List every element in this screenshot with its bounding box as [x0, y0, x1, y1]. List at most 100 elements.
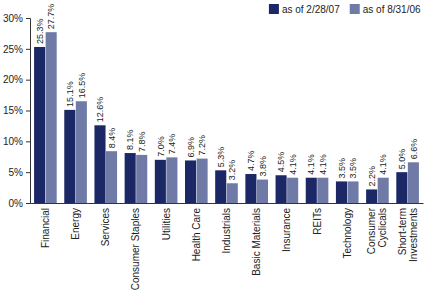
legend-entry: as of 8/31/06: [350, 4, 421, 15]
y-tick-label: 0%: [9, 198, 24, 209]
x-tick-label: Consumer Staples: [130, 208, 141, 290]
data-label: 7.2%: [197, 135, 207, 156]
legend: as of 2/28/07 as of 8/31/06: [269, 4, 421, 15]
data-label: 7.0%: [156, 136, 166, 157]
x-tick-label: Health Care: [191, 208, 202, 262]
bar: [378, 178, 389, 203]
data-label: 4.1%: [378, 154, 388, 175]
x-tick-label: Technology: [342, 208, 353, 259]
data-label: 6.6%: [409, 139, 419, 160]
legend-label: as of 2/28/07: [282, 4, 340, 15]
x-tick-label: Industrials: [221, 208, 232, 254]
bar: [125, 153, 136, 203]
data-label: 25.3%: [35, 18, 45, 44]
data-label: 7.4%: [167, 134, 177, 155]
bar: [396, 172, 407, 203]
y-tick-label: 20%: [3, 74, 23, 85]
y-axis: 0% 5% 10% 15% 20% 25% 30%: [3, 13, 31, 209]
data-label: 3.5%: [348, 158, 358, 179]
bar: [276, 175, 287, 203]
data-label: 5.3%: [216, 147, 226, 168]
y-tick-label: 25%: [3, 44, 23, 55]
bar: [366, 189, 377, 203]
data-label: 3.2%: [227, 160, 237, 181]
bar: [34, 47, 45, 203]
bar: [197, 159, 208, 203]
data-label: 16.5%: [76, 73, 86, 99]
x-tick-label: Financial: [40, 208, 51, 248]
x-tick: Utilities: [161, 203, 172, 240]
bar: [287, 178, 298, 203]
data-label: 4.1%: [318, 154, 328, 175]
y-tick-mark: [26, 18, 30, 19]
data-label: 8.1%: [125, 130, 135, 151]
y-tick: 10%: [3, 136, 30, 147]
y-tick-label: 30%: [3, 13, 23, 24]
bar: [64, 110, 75, 203]
x-tick: Insurance: [281, 203, 292, 252]
y-tick-label: 10%: [3, 136, 23, 147]
y-tick-mark: [26, 111, 30, 112]
x-tick: Technology: [342, 203, 353, 259]
bar: [166, 157, 177, 203]
legend-swatch: [269, 4, 279, 14]
data-label: 4.7%: [246, 151, 256, 172]
x-tick: REITs: [312, 203, 323, 235]
x-tick: Services: [100, 203, 111, 246]
y-tick: 20%: [3, 74, 30, 85]
x-tick-label: Utilities: [161, 208, 172, 240]
y-tick-mark: [26, 80, 30, 81]
bar: [106, 151, 117, 203]
data-label: 4.5%: [276, 152, 286, 173]
data-label: 4.1%: [306, 154, 316, 175]
data-label: 15.1%: [65, 81, 75, 107]
x-tick-label: Short-termInvestments: [397, 208, 419, 262]
y-tick-mark: [26, 141, 30, 142]
y-tick-label: 5%: [9, 167, 24, 178]
data-label: 4.1%: [288, 154, 298, 175]
bars: [34, 32, 419, 203]
x-tick: Health Care: [191, 203, 202, 261]
y-tick: 30%: [3, 13, 30, 24]
x-tick-label: Insurance: [281, 208, 292, 252]
x-tick: Industrials: [221, 203, 232, 254]
legend-label: as of 8/31/06: [363, 4, 421, 15]
x-tick-label-line: Consumer: [366, 207, 377, 254]
bar: [347, 181, 358, 203]
bar: [227, 183, 238, 203]
data-label: 6.9%: [186, 137, 196, 158]
x-tick: Energy: [70, 203, 81, 240]
data-label: 7.8%: [137, 131, 147, 152]
data-label: 27.7%: [46, 4, 56, 30]
y-tick-mark: [26, 203, 30, 204]
x-axis: Financial Energy Services Consumer Staples U…: [31, 203, 424, 290]
bar: [215, 170, 226, 203]
data-label: 8.4%: [107, 128, 117, 149]
x-tick-label: Energy: [70, 208, 81, 240]
y-tick-mark: [26, 172, 30, 173]
chart: 25.3%15.1%12.6%8.1%7.0%6.9%5.3%4.7%4.5%4…: [0, 0, 427, 300]
data-label: 12.6%: [95, 97, 105, 123]
bar: [336, 181, 347, 203]
x-tick-label-line: Cyclicals: [377, 208, 388, 247]
bar: [306, 178, 317, 203]
bar: [245, 174, 256, 203]
y-tick: 0%: [9, 198, 30, 209]
x-tick: Short-termInvestments: [397, 203, 419, 262]
y-axis-line: [26, 19, 31, 204]
bar: [185, 160, 196, 203]
data-labels: 25.3%15.1%12.6%8.1%7.0%6.9%5.3%4.7%4.5%4…: [35, 4, 419, 187]
x-tick-label: Basic Materials: [251, 208, 262, 276]
x-tick: Basic Materials: [251, 203, 262, 276]
data-label: 2.2%: [367, 166, 377, 187]
bar: [136, 155, 147, 203]
y-tick: 25%: [3, 44, 30, 55]
y-tick: 15%: [3, 105, 30, 116]
data-label: 3.8%: [258, 156, 268, 177]
bar: [46, 32, 57, 203]
x-tick-label: ConsumerCyclicals: [366, 207, 388, 254]
bar: [317, 178, 328, 203]
y-tick: 5%: [9, 167, 30, 178]
legend-entry: as of 2/28/07: [269, 4, 340, 15]
data-label: 3.5%: [337, 158, 347, 179]
